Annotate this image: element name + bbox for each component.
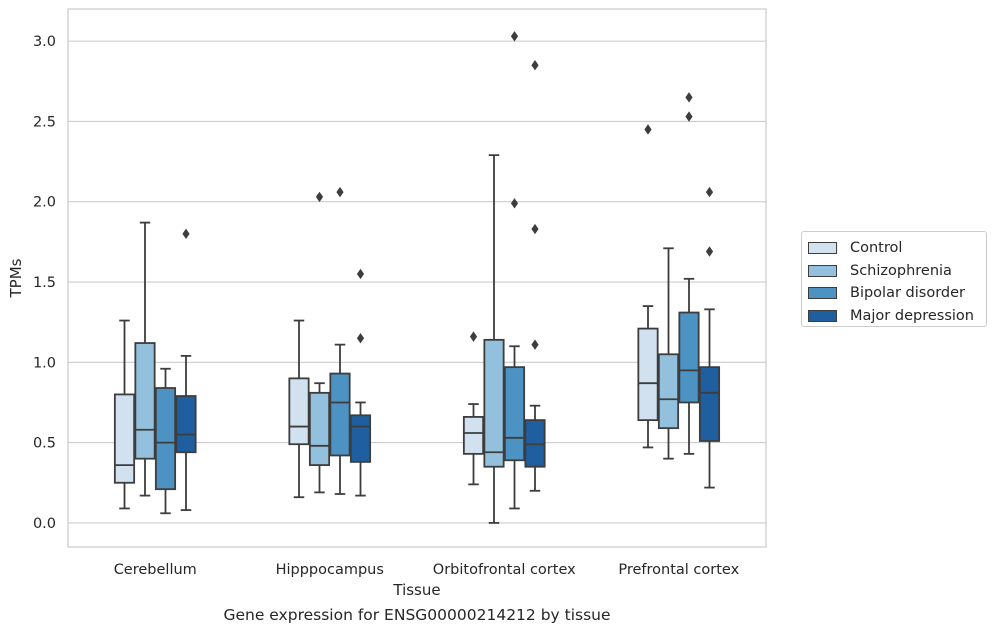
- y-tick-label: 2.0: [33, 195, 56, 211]
- legend-label: Control: [850, 240, 903, 257]
- box-group: [154, 367, 177, 515]
- outlier-point: [705, 246, 714, 257]
- box: [134, 342, 156, 460]
- box-group: [134, 221, 156, 497]
- box-group: [175, 228, 197, 511]
- box: [349, 414, 372, 463]
- box-group: [657, 247, 680, 460]
- y-tick-label: 1.5: [33, 275, 56, 291]
- outlier-point: [685, 111, 693, 122]
- legend-item-major-depression: Major depression: [808, 305, 986, 328]
- figure-caption: Gene expression for ENSG00000214212 by t…: [223, 606, 611, 624]
- y-tick-label: 3.0: [33, 34, 56, 50]
- box: [637, 327, 659, 422]
- outlier-point: [356, 268, 365, 280]
- box: [154, 387, 177, 491]
- y-tick-label: 0.5: [33, 436, 56, 452]
- outlier-point: [644, 124, 652, 135]
- y-tick-label: 0.0: [33, 516, 56, 532]
- outlier-point: [531, 60, 539, 71]
- y-axis-label: TPMs: [7, 258, 25, 298]
- x-tick-label: Prefrontal cortex: [618, 562, 739, 578]
- x-tick-label: Orbitofrontal cortex: [433, 562, 576, 578]
- box: [288, 377, 310, 446]
- outlier-point: [336, 186, 344, 198]
- y-axis-ticks: 0.0 0.5 1.0 1.5 2.0 2.5 3.0: [33, 34, 56, 532]
- x-axis-label: Tissue: [392, 581, 440, 599]
- outlier-point: [356, 333, 365, 344]
- legend-swatch-control: [808, 242, 837, 255]
- legend-item-schizophrenia: Schizophrenia: [808, 260, 986, 283]
- outlier-point: [182, 228, 190, 240]
- box: [503, 366, 526, 462]
- box-group: [329, 186, 351, 495]
- box-group: [483, 154, 505, 524]
- x-tick-label: Cerebellum: [114, 562, 197, 578]
- box-group: [503, 31, 526, 510]
- legend-swatch-schizophrenia: [808, 264, 837, 277]
- legend-swatch-major-depression: [808, 309, 837, 322]
- box: [329, 372, 351, 457]
- legend-label: Bipolar disorder: [850, 285, 965, 302]
- x-axis-ticks: Cerebellum Hipppocampus Orbitofrontal cort…: [114, 562, 740, 578]
- outlier-point: [531, 223, 539, 235]
- legend-item-bipolar-disorder: Bipolar disorder: [808, 282, 986, 305]
- x-tick-label: Hipppocampus: [276, 562, 384, 578]
- y-tick-label: 1.0: [33, 355, 56, 371]
- box-group: [524, 60, 546, 492]
- outlier-point: [469, 331, 478, 342]
- box: [483, 338, 505, 468]
- legend-swatch-bipolar-disorder: [808, 287, 837, 300]
- box: [678, 311, 700, 404]
- outlier-point: [685, 92, 693, 103]
- legend-label: Schizophrenia: [850, 262, 952, 279]
- box: [698, 366, 721, 442]
- box-group: [288, 319, 310, 499]
- box-group: [308, 191, 331, 494]
- box: [113, 393, 136, 484]
- outlier-point: [315, 191, 324, 203]
- outlier-point: [531, 339, 539, 350]
- legend-label: Major depression: [850, 307, 974, 324]
- box-groups: [113, 31, 721, 524]
- box-group: [462, 331, 485, 486]
- outlier-point: [705, 186, 714, 198]
- box-group: [637, 124, 659, 449]
- outlier-point: [510, 198, 519, 209]
- outlier-point: [510, 31, 519, 42]
- y-tick-label: 2.5: [33, 114, 56, 130]
- box-group: [678, 92, 700, 455]
- box: [462, 416, 485, 455]
- plot-frame: [67, 8, 767, 548]
- legend-item-control: Control: [808, 237, 986, 260]
- box: [657, 353, 680, 430]
- box-group: [698, 186, 721, 489]
- box-group: [349, 268, 372, 497]
- box: [308, 391, 331, 466]
- box-group: [113, 319, 136, 510]
- legend: Control Schizophrenia Bipolar disorder M…: [801, 231, 987, 327]
- box: [175, 395, 197, 454]
